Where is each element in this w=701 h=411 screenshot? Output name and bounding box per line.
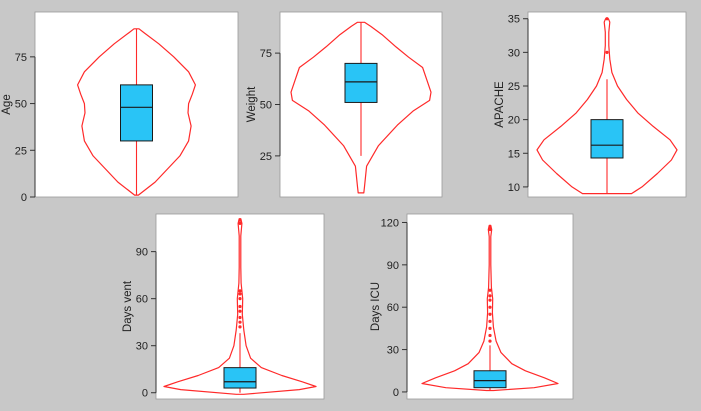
violin-panel: 0 30 60 90 120 Days ICU [370, 213, 574, 400]
y-tick-label: 30 [508, 47, 520, 59]
outlier-point [488, 312, 492, 316]
iqr-box [344, 62, 378, 103]
y-tick-label: 30 [136, 341, 148, 353]
y-tick-label: 120 [381, 217, 399, 229]
outlier-point [488, 339, 492, 343]
violin-panel: 0 25 50 75 Age [1, 11, 239, 204]
outlier-point [238, 289, 242, 293]
y-tick-label: 0 [142, 388, 148, 400]
y-axis-label: Days ICU [370, 282, 382, 331]
y-axis-label: Age [1, 94, 13, 114]
outlier-point [488, 326, 492, 330]
y-tick-label: 90 [387, 260, 399, 272]
y-tick-label: 15 [508, 148, 520, 160]
y-tick-label: 50 [260, 100, 272, 112]
y-tick-label: 50 [15, 99, 27, 111]
outlier-point [238, 325, 242, 329]
violin-outline [163, 218, 317, 395]
y-axis-label: Days vent [122, 280, 134, 332]
y-tick-label: 75 [260, 48, 272, 60]
outlier-point [488, 305, 492, 309]
iqr-box [120, 84, 153, 142]
violin-panel: 25 50 75 Weight [246, 11, 443, 198]
violin-panel: 0 30 60 90 Days vent [122, 213, 325, 400]
outlier-point [488, 227, 492, 232]
outlier-point [238, 320, 242, 324]
outlier-point [605, 17, 609, 21]
outlier-point [488, 288, 492, 292]
y-tick-label: 10 [508, 182, 520, 194]
outlier-point [238, 292, 242, 296]
y-tick-label: 35 [508, 14, 520, 26]
violin-outline [77, 28, 196, 196]
y-tick-label: 25 [15, 145, 27, 157]
violin-outline [290, 21, 432, 194]
violin-panel: 10 15 20 25 30 35 APACHE [494, 11, 687, 198]
outlier-point [238, 304, 242, 309]
y-tick-label: 75 [15, 52, 27, 64]
y-axis-label: APACHE [494, 81, 506, 128]
outlier-point [605, 50, 609, 54]
y-tick-label: 30 [387, 345, 399, 357]
outlier-point [238, 221, 242, 226]
iqr-box [590, 119, 624, 159]
outlier-point [488, 333, 492, 338]
iqr-box [473, 370, 507, 389]
y-tick-label: 60 [136, 294, 148, 306]
iqr-box [223, 367, 257, 389]
outlier-point [238, 218, 242, 222]
outlier-point [238, 297, 242, 301]
outlier-point [238, 315, 242, 320]
y-axis-label: Weight [246, 86, 258, 122]
outlier-point [488, 225, 492, 229]
y-tick-label: 25 [260, 151, 272, 163]
outlier-point [488, 294, 492, 298]
outlier-point [488, 319, 492, 323]
y-tick-label: 25 [508, 81, 520, 93]
y-tick-label: 90 [136, 247, 148, 259]
outlier-point [488, 298, 492, 302]
y-tick-label: 0 [21, 192, 27, 204]
y-tick-label: 0 [393, 387, 399, 399]
outlier-point [238, 309, 242, 313]
y-tick-label: 60 [387, 302, 399, 314]
y-tick-label: 20 [508, 115, 520, 127]
